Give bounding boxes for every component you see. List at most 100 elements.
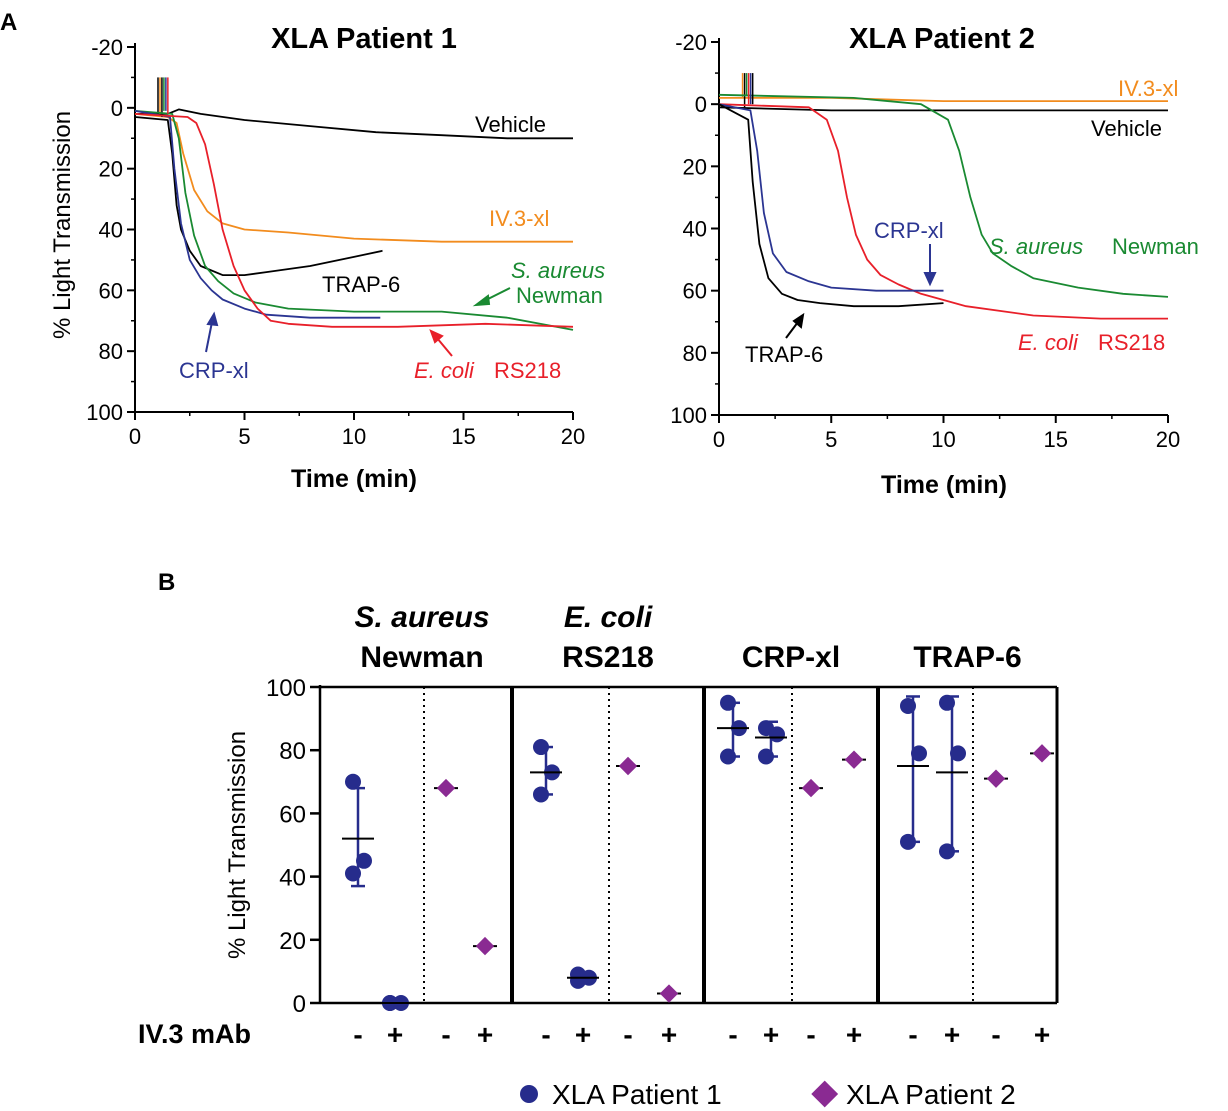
data-point-patient-1 — [345, 865, 361, 882]
data-point-patient-1 — [950, 745, 966, 762]
label-ecoli-1: E. coli — [1018, 330, 1079, 355]
data-point-patient-1 — [356, 852, 372, 869]
group-label-line-1: S. aureus — [354, 601, 489, 634]
data-point-patient-1 — [533, 786, 549, 803]
chart-title: XLA Patient 2 — [849, 23, 1035, 55]
data-point-patient-2 — [618, 756, 638, 776]
series-trap-6-line — [718, 103, 944, 308]
y-tick-label: 20 — [279, 928, 306, 955]
label-saureus-2: Newman — [1112, 234, 1199, 259]
y-tick-label: 20 — [683, 154, 707, 179]
treatment-label: + — [944, 1019, 960, 1050]
y-tick-label: 0 — [293, 991, 306, 1018]
data-point-patient-2 — [436, 778, 456, 798]
data-point-patient-1 — [911, 745, 927, 762]
data-point-patient-1 — [900, 697, 916, 714]
y-tick-label: 100 — [670, 403, 707, 428]
group-label-line-2: TRAP-6 — [913, 641, 1021, 674]
data-point-patient-2 — [801, 778, 821, 798]
series-crp-xl-line — [718, 103, 944, 292]
treatment-label: + — [387, 1019, 403, 1050]
label-ecoli-1: E. coli — [414, 358, 475, 383]
row-label-iv3-mab: IV.3 mAb — [138, 1019, 251, 1049]
label-vehicle: Vehicle — [1091, 116, 1162, 141]
y-tick-label: 60 — [683, 279, 707, 304]
data-point-patient-1 — [900, 833, 916, 850]
data-point-patient-1 — [758, 748, 774, 765]
chart-dotplot: % Light Transmission IV.3 mAb S. aureus N… — [138, 601, 1059, 1110]
arrow-ecoli — [429, 329, 453, 357]
y-tick-label: 80 — [683, 341, 707, 366]
label-ecoli-2: RS218 — [494, 358, 561, 383]
treatment-label: + — [661, 1019, 677, 1050]
data-point-patient-1 — [939, 694, 955, 711]
treatment-label: - — [623, 1019, 632, 1050]
y-tick-label: 0 — [111, 96, 123, 121]
label-iv3: IV.3-xl — [1118, 76, 1178, 101]
legend-label-patient-1: XLA Patient 1 — [552, 1079, 722, 1110]
series-iv-3-xl-line — [719, 97, 1168, 102]
legend-label-patient-2: XLA Patient 2 — [846, 1079, 1016, 1110]
data-point-patient-1 — [720, 748, 736, 765]
x-tick-label: 5 — [825, 427, 837, 452]
data-point-patient-2 — [844, 750, 864, 769]
series-vehicle-line — [718, 106, 1168, 112]
series-s-aureus-newman-line — [134, 110, 574, 331]
data-point-patient-1 — [533, 739, 549, 756]
data-point-patient-2 — [986, 769, 1006, 788]
data-point-patient-1 — [570, 972, 586, 989]
y-tick-label: 60 — [99, 278, 123, 303]
label-saureus-2: Newman — [516, 283, 603, 308]
label-trap: TRAP-6 — [745, 342, 823, 367]
x-tick-label: 5 — [238, 424, 250, 449]
arrow-crp — [205, 311, 219, 353]
y-tick-label: 40 — [683, 217, 707, 242]
annotations: Vehicle IV.3-xl TRAP-6 S. aureus Newman … — [179, 112, 605, 383]
treatment-label: - — [541, 1019, 550, 1050]
group-label-line-1: E. coli — [564, 601, 653, 634]
treatment-label: - — [908, 1019, 917, 1050]
label-crp: CRP-xl — [874, 218, 944, 243]
treatment-label: + — [575, 1019, 591, 1050]
label-saureus-1: S. aureus — [989, 234, 1083, 259]
y-tick-label: -20 — [91, 35, 123, 60]
chart-patient-2: XLA Patient 2 Time (min) -20020406080100… — [670, 23, 1199, 499]
treatment-label: + — [477, 1019, 493, 1050]
legend-marker-patient-1 — [520, 1085, 538, 1103]
x-tick-label: 20 — [561, 424, 585, 449]
y-tick-label: 20 — [99, 157, 123, 182]
x-tick-label: 15 — [1044, 427, 1068, 452]
x-tick-label: 15 — [451, 424, 475, 449]
y-tick-label: -20 — [675, 30, 707, 55]
label-trap: TRAP-6 — [322, 272, 400, 297]
y-tick-label: 60 — [279, 801, 306, 828]
label-ecoli-2: RS218 — [1098, 330, 1165, 355]
x-axis-label: Time (min) — [291, 465, 417, 493]
label-crp: CRP-xl — [179, 358, 249, 383]
data-point-patient-1 — [769, 726, 785, 743]
arrow-saureus — [472, 287, 511, 307]
y-axis-label: % Light Transmission — [224, 731, 251, 959]
label-saureus-1: S. aureus — [511, 258, 605, 283]
data-point-patient-2 — [1032, 744, 1052, 763]
treatment-label: - — [991, 1019, 1000, 1050]
treatment-label: + — [846, 1019, 862, 1050]
treatment-label: - — [353, 1019, 362, 1050]
annotations: IV.3-xl Vehicle CRP-xl S. aureus Newman … — [745, 76, 1199, 367]
arrow-trap — [785, 312, 805, 339]
group-label-line-2: RS218 — [562, 641, 654, 674]
group-label-line-2: Newman — [360, 641, 483, 674]
chart-title: XLA Patient 1 — [271, 23, 457, 55]
y-tick-label: 100 — [86, 400, 123, 425]
label-vehicle: Vehicle — [475, 112, 546, 137]
panel-label-a: A — [0, 9, 17, 36]
x-tick-label: 10 — [342, 424, 366, 449]
series-s-aureus-newman-line — [718, 93, 1169, 298]
treatment-label: + — [763, 1019, 779, 1050]
data-point-patient-1 — [939, 843, 955, 860]
x-axis-label: Time (min) — [881, 471, 1007, 499]
panel-label-b: B — [158, 569, 175, 596]
series-vehicle-line — [135, 108, 573, 140]
x-tick-label: 10 — [931, 427, 955, 452]
